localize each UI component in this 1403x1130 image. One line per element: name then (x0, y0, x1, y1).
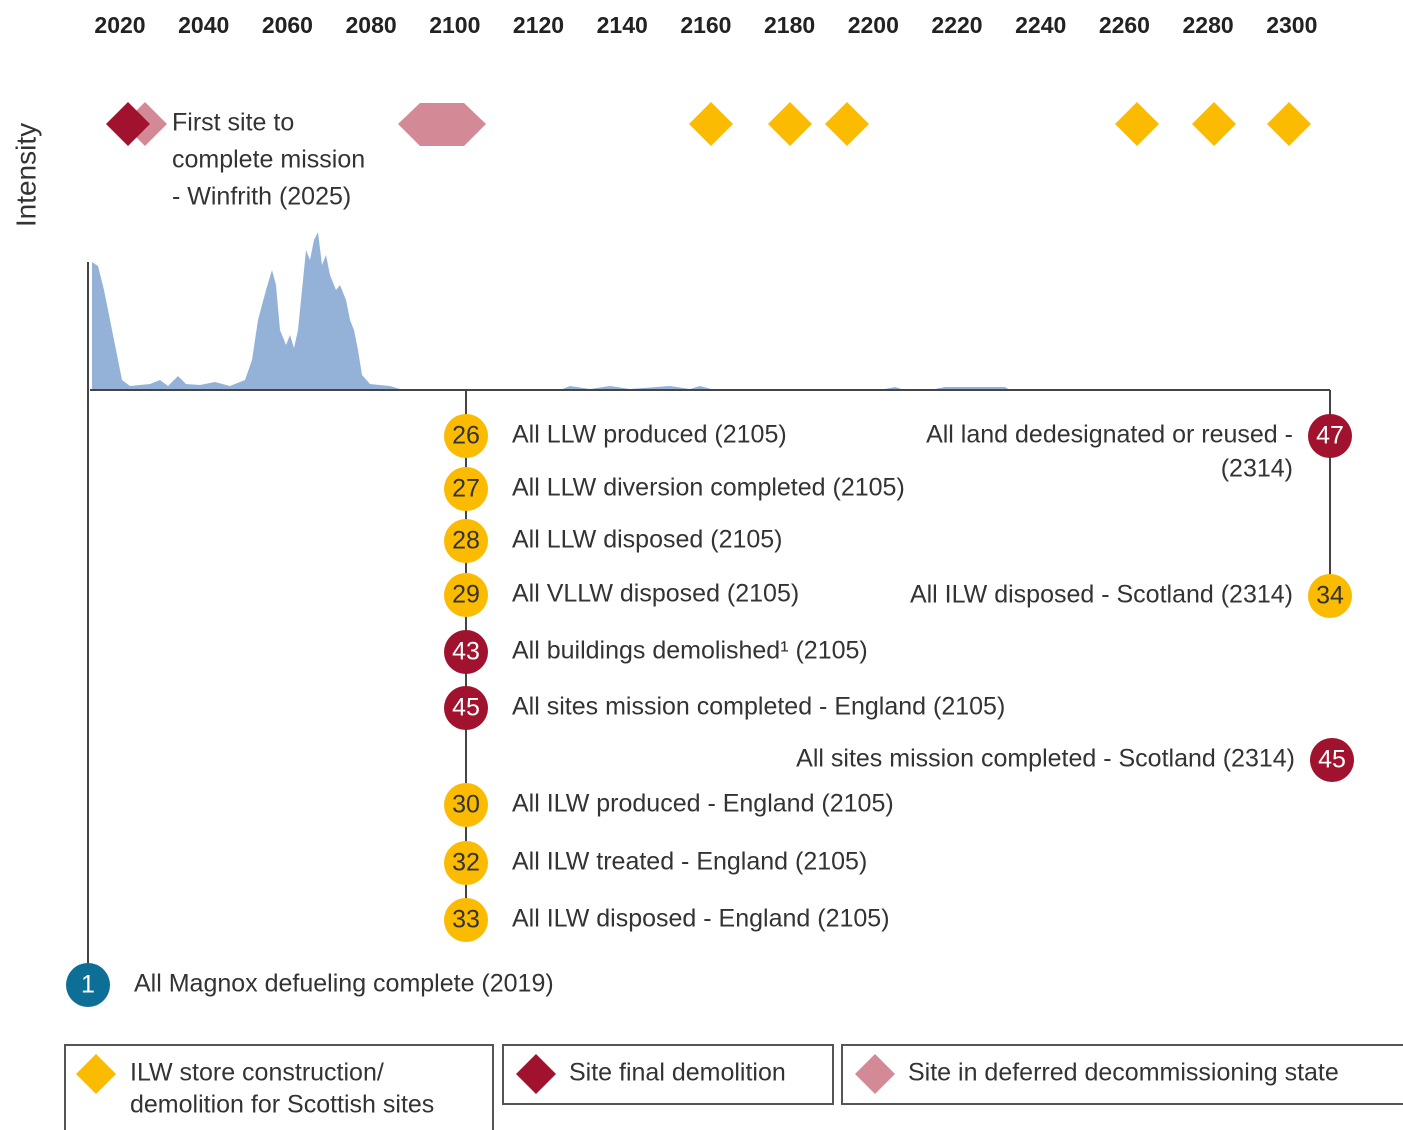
badge-number: 1 (81, 971, 95, 999)
year-label: 2260 (1099, 12, 1150, 38)
intensity-area (92, 232, 400, 390)
milestone-label: All ILW treated - England (2105) (512, 848, 867, 876)
milestone-label: All LLW diversion completed (2105) (512, 474, 905, 502)
year-label: 2240 (1015, 12, 1066, 38)
badge (444, 519, 488, 563)
badge-number: 27 (452, 475, 480, 503)
legend-box (64, 1044, 494, 1130)
deferred-range (398, 103, 486, 146)
milestone-label: All land dedesignated or reused - (926, 421, 1293, 449)
year-label: 2120 (513, 12, 564, 38)
ilw-diamond (768, 102, 812, 146)
y-label: Intensity (10, 123, 41, 227)
badge (1308, 414, 1352, 458)
badge-number: 45 (1318, 746, 1346, 774)
legend-label: demolition for Scottish sites (130, 1091, 434, 1119)
badge (444, 841, 488, 885)
milestone-label: All ILW disposed - Scotland (2314) (910, 581, 1293, 609)
milestone-label: All Magnox defueling complete (2019) (134, 970, 554, 998)
badge-number: 30 (452, 791, 480, 819)
year-label: 2040 (178, 12, 229, 38)
milestone-label: All LLW disposed (2105) (512, 526, 783, 554)
ilw-diamond (1115, 102, 1159, 146)
ilw-diamond (1267, 102, 1311, 146)
annotation: - Winfrith (2025) (172, 183, 351, 211)
demolition-diamond (106, 102, 150, 146)
year-label: 2200 (848, 12, 899, 38)
milestone-label: All sites mission completed - Scotland (… (796, 745, 1295, 773)
milestone-label: All ILW produced - England (2105) (512, 790, 894, 818)
ilw-diamond (825, 102, 869, 146)
legend-box (502, 1044, 834, 1105)
badge-number: 43 (452, 638, 480, 666)
legend-swatch (855, 1054, 895, 1094)
milestone-label: (2314) (1221, 455, 1293, 483)
badge-number: 34 (1316, 582, 1344, 610)
legend-box (841, 1044, 1403, 1105)
year-label: 2140 (597, 12, 648, 38)
ilw-diamond (1192, 102, 1236, 146)
badge (444, 467, 488, 511)
annotation: First site to (172, 109, 294, 137)
year-label: 2080 (346, 12, 397, 38)
milestone-label: All VLLW disposed (2105) (512, 580, 799, 608)
milestone-label: All buildings demolished¹ (2105) (512, 637, 868, 665)
badge (1310, 738, 1354, 782)
badge-number: 29 (452, 581, 480, 609)
annotation: complete mission (172, 146, 365, 174)
badge (444, 686, 488, 730)
legend-label: ILW store construction/ (130, 1059, 384, 1087)
badge-number: 28 (452, 527, 480, 555)
legend-swatch (516, 1054, 556, 1094)
milestone-label: All sites mission completed - England (2… (512, 693, 1005, 721)
year-label: 2180 (764, 12, 815, 38)
badge (444, 898, 488, 942)
badge-number: 45 (452, 694, 480, 722)
badge-number: 32 (452, 849, 480, 877)
milestone-label: All LLW produced (2105) (512, 421, 787, 449)
badge-number: 26 (452, 422, 480, 450)
badge-number: 47 (1316, 422, 1344, 450)
badge (1308, 574, 1352, 618)
year-label: 2280 (1183, 12, 1234, 38)
year-label: 2220 (931, 12, 982, 38)
year-label: 2160 (680, 12, 731, 38)
ilw-diamond (689, 102, 733, 146)
year-label: 2060 (262, 12, 313, 38)
badge (444, 783, 488, 827)
legend-swatch (76, 1054, 116, 1094)
badge (444, 573, 488, 617)
legend-label: Site final demolition (569, 1059, 786, 1087)
badge-number: 33 (452, 906, 480, 934)
year-label: 2300 (1266, 12, 1317, 38)
badge (444, 414, 488, 458)
badge (66, 963, 110, 1007)
badge (444, 630, 488, 674)
year-label: 2100 (429, 12, 480, 38)
milestone-label: All ILW disposed - England (2105) (512, 905, 890, 933)
legend-label: Site in deferred decommissioning state (908, 1059, 1339, 1087)
year-label: 2020 (94, 12, 145, 38)
